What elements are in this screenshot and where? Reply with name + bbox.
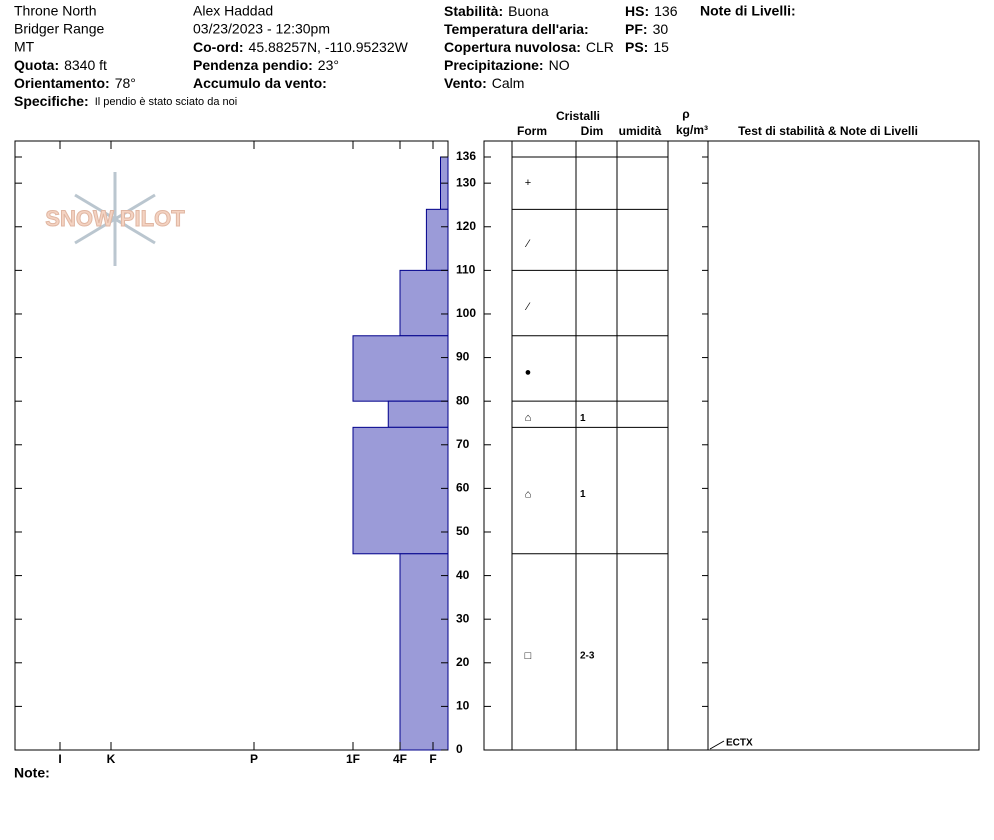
y-tick-label: 60 [456,481,470,495]
logo-text: SNOW PILOT [45,206,185,231]
x-tick-label: P [250,752,258,766]
notes-label: Note: [14,765,50,781]
field-label: Precipitazione: [444,57,544,73]
test-label: ECTX [726,738,753,749]
layer-notes-title: Note di Livelli: [700,3,796,19]
field: PS: 15 [625,39,669,55]
range: Bridger Range [14,21,104,37]
col-header: ρ [682,107,689,121]
state: MT [14,39,35,55]
header-fields: Quota: 8340 ft Orientamento: 78° Specifiche:… [14,3,678,109]
x-tick-label: 4F [393,752,407,766]
hardness-bar [399,553,449,751]
field-value: 45.88257N, -110.95232W [249,39,409,55]
field: Quota: 8340 ft [14,57,107,73]
y-tick-label: 0 [456,742,463,756]
y-tick-label: 50 [456,524,470,538]
datetime: 03/23/2023 - 12:30pm [193,21,330,37]
grain-form: + [525,177,531,189]
location: Throne North [14,3,96,19]
grain-form: □ [525,650,532,662]
hardness-bar [387,400,449,428]
test-arrow [709,740,725,750]
field: Copertura nuvolosa: CLR [444,39,614,55]
field: Temperatura dell'aria: [444,21,589,37]
field-label: Accumulo da vento: [193,75,327,91]
field-value: CLR [586,39,614,55]
x-tick-label: F [429,752,436,766]
hardness-bar [425,208,449,271]
col-header: Dim [581,124,604,138]
field-value: 136 [654,3,678,19]
y-tick-label: 30 [456,611,470,625]
hardness-bar [352,335,449,402]
field: Precipitazione: NO [444,57,570,73]
field-value: 78° [115,75,136,91]
field-label: Orientamento: [14,75,110,91]
x-tick-label: 1F [346,752,360,766]
y-tick-label: 40 [456,568,470,582]
table-frame [483,140,980,751]
field-label: Specifiche: [14,93,89,109]
field-value: 15 [653,39,669,55]
y-tick-label: 20 [456,655,470,669]
col-header: Test di stabilità & Note di Livelli [738,124,918,138]
grain-form: ⁄ [524,238,531,250]
field: Accumulo da vento: [193,75,327,91]
field-value: Buona [508,3,549,19]
field-label: Copertura nuvolosa: [444,39,581,55]
grain-size: 1 [580,413,586,424]
field-label: PS: [625,39,648,55]
field-label: Stabilità: [444,3,503,19]
field-label: Quota: [14,57,59,73]
x-tick-label: K [107,752,116,766]
y-tick-label: 110 [456,263,476,277]
field-label: HS: [625,3,649,19]
grain-size: 1 [580,489,586,500]
grain-form: ⌂ [525,412,532,424]
grain-form: ⁄ [524,301,531,313]
hardness-bar [399,269,449,337]
field-value: 30 [653,21,669,37]
y-tick-label: 10 [456,699,470,713]
y-tick-label: 120 [456,219,476,233]
col-header: umidità [619,124,662,138]
field-value: 8340 ft [64,57,107,73]
field: Pendenza pendio: 23° [193,57,339,73]
hardness-bar [352,426,449,555]
logo: SNOW PILOT [45,172,186,266]
field-label: Co-ord: [193,39,244,55]
field: Orientamento: 78° [14,75,136,91]
field: Co-ord: 45.88257N, -110.95232W [193,39,409,55]
col-header: Form [517,124,547,138]
y-tick-label: 130 [456,175,476,189]
field: Vento: Calm [444,75,524,91]
field: Specifiche: Il pendio è stato sciato da n… [14,93,237,109]
x-tick-label: I [58,752,61,766]
y-tick-label: 70 [456,437,470,451]
observer: Alex Haddad [193,3,273,19]
y-tick-label: 90 [456,350,470,364]
field-label: PF: [625,21,648,37]
field-label: Temperatura dell'aria: [444,21,589,37]
field-value: NO [549,57,570,73]
grain-form: ● [525,366,532,378]
grain-size: 2-3 [580,651,595,662]
field-label: Pendenza pendio: [193,57,313,73]
field-label: Vento: [444,75,487,91]
col-header: kg/m³ [676,123,708,137]
grain-form: ⌂ [525,488,532,500]
field: Stabilità: Buona [444,3,549,19]
y-tick-label: 100 [456,306,476,320]
y-tick-label: 80 [456,393,470,407]
y-tick-label: 136 [456,149,476,163]
field-value: Calm [492,75,525,91]
field-value: Il pendio è stato sciato da noi [95,96,237,108]
field: HS: 136 [625,3,678,19]
col-header: Cristalli [556,109,600,123]
field-value: 23° [318,57,339,73]
field: PF: 30 [625,21,668,37]
